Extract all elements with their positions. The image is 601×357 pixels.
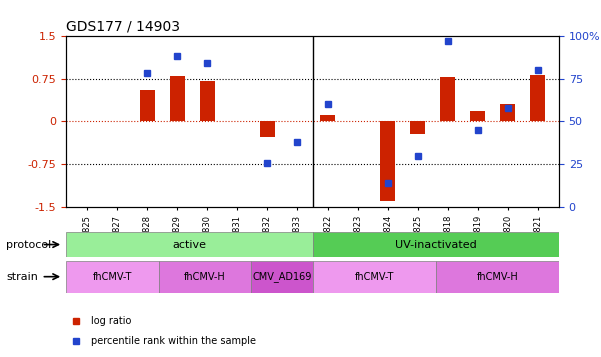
Bar bbox=[260, 121, 275, 137]
Bar bbox=[440, 77, 456, 121]
Bar bbox=[500, 104, 515, 121]
Text: active: active bbox=[172, 240, 206, 250]
Bar bbox=[530, 75, 545, 121]
Bar bbox=[410, 121, 425, 134]
FancyBboxPatch shape bbox=[251, 261, 313, 293]
FancyBboxPatch shape bbox=[159, 261, 251, 293]
Bar bbox=[470, 111, 485, 121]
Text: log ratio: log ratio bbox=[91, 316, 131, 326]
Text: strain: strain bbox=[6, 272, 38, 282]
Bar bbox=[380, 121, 395, 201]
Text: protocol: protocol bbox=[6, 240, 51, 250]
Text: fhCMV-T: fhCMV-T bbox=[355, 272, 394, 282]
Bar bbox=[200, 81, 215, 121]
Bar bbox=[320, 115, 335, 121]
FancyBboxPatch shape bbox=[66, 232, 313, 257]
FancyBboxPatch shape bbox=[436, 261, 559, 293]
Text: fhCMV-T: fhCMV-T bbox=[93, 272, 132, 282]
Text: CMV_AD169: CMV_AD169 bbox=[252, 271, 311, 282]
Text: UV-inactivated: UV-inactivated bbox=[395, 240, 477, 250]
Text: GDS177 / 14903: GDS177 / 14903 bbox=[66, 19, 180, 33]
Text: percentile rank within the sample: percentile rank within the sample bbox=[91, 336, 256, 346]
FancyBboxPatch shape bbox=[313, 261, 436, 293]
Bar bbox=[139, 90, 155, 121]
FancyBboxPatch shape bbox=[66, 261, 159, 293]
Text: fhCMV-H: fhCMV-H bbox=[184, 272, 225, 282]
Bar bbox=[169, 76, 185, 121]
FancyBboxPatch shape bbox=[313, 232, 559, 257]
Text: fhCMV-H: fhCMV-H bbox=[477, 272, 518, 282]
